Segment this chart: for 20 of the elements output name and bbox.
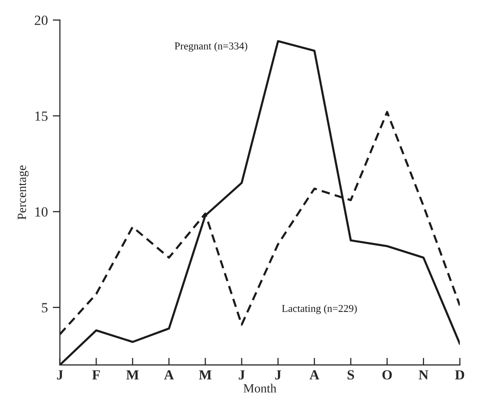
x-tick-label: S bbox=[348, 370, 354, 380]
x-tick-label: J bbox=[275, 370, 282, 380]
text: Lactating (n=229) bbox=[282, 304, 357, 314]
x-tick-label: J bbox=[238, 370, 245, 380]
x-tick-label: A bbox=[164, 370, 174, 380]
y-axis-title: Percentage bbox=[18, 166, 29, 220]
y-tick-label: 10 bbox=[35, 207, 48, 217]
x-tick-label: O bbox=[382, 370, 392, 380]
text: Pregnant (n=334) bbox=[174, 42, 248, 52]
x-tick-label: M bbox=[126, 370, 139, 380]
x-tick-label: M bbox=[199, 370, 212, 380]
x-tick-label: J bbox=[57, 370, 63, 380]
x-axis-title: Month bbox=[244, 384, 276, 393]
x-tick-label: A bbox=[310, 370, 320, 380]
x-tick-label: D bbox=[455, 370, 464, 380]
x-tick-label: F bbox=[92, 370, 100, 380]
y-tick-label: 15 bbox=[35, 111, 48, 121]
x-tick-label: N bbox=[418, 370, 428, 380]
y-tick-label: 5 bbox=[42, 303, 48, 312]
y-tick-label: 20 bbox=[34, 16, 48, 26]
